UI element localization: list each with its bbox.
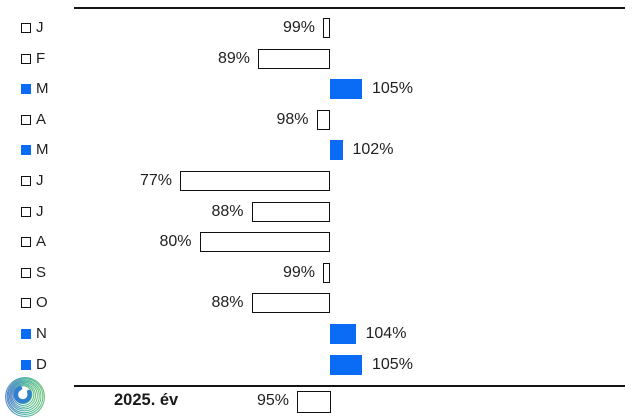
- month-marker-square: [21, 329, 31, 339]
- month-marker-square: [21, 23, 31, 33]
- value-bar: [251, 293, 330, 314]
- value-bar: [199, 232, 330, 253]
- value-label: 88%: [211, 294, 244, 312]
- month-marker-square: [21, 114, 31, 125]
- month-label: F: [36, 49, 46, 67]
- summary-bar: [297, 391, 331, 413]
- value-bar: [329, 79, 362, 100]
- value-label: 89%: [217, 49, 250, 67]
- value-bar: [329, 354, 362, 375]
- month-label: D: [36, 355, 47, 373]
- month-marker-square: [21, 237, 31, 248]
- month-marker-square: [21, 298, 31, 309]
- value-label: 105%: [372, 80, 413, 98]
- value-bar: [251, 201, 330, 222]
- value-label: 102%: [352, 141, 394, 159]
- month-label: M: [36, 80, 49, 98]
- value-label: 80%: [159, 233, 192, 251]
- value-label: 99%: [282, 19, 315, 36]
- value-label: 99%: [282, 263, 315, 281]
- month-marker-square: [21, 84, 31, 95]
- month-marker-square: [21, 206, 31, 217]
- spiral-wave-logo-icon: [5, 377, 45, 417]
- value-bar: [329, 140, 343, 161]
- month-marker-square: [21, 267, 31, 278]
- value-bar: [180, 171, 330, 191]
- value-bar: [329, 324, 356, 344]
- value-bar: [323, 18, 330, 38]
- bottom-axis-line: [74, 385, 625, 387]
- month-label: J: [36, 19, 44, 36]
- month-marker-square: [21, 359, 31, 370]
- value-label: 77%: [139, 172, 172, 189]
- month-label: A: [36, 110, 47, 128]
- month-label: J: [36, 202, 44, 220]
- month-label: M: [36, 141, 49, 159]
- month-label: S: [36, 263, 47, 281]
- month-label: N: [36, 325, 47, 342]
- value-label: 88%: [211, 202, 244, 220]
- month-label: J: [36, 172, 44, 189]
- value-bar: [323, 262, 330, 283]
- month-marker-square: [21, 176, 31, 186]
- month-label: A: [36, 233, 47, 251]
- summary-value-label: 95%: [256, 392, 289, 409]
- top-axis-line: [74, 7, 625, 9]
- value-label: 98%: [276, 110, 309, 128]
- month-marker-square: [21, 53, 31, 64]
- value-label: 104%: [365, 325, 407, 342]
- value-bar: [258, 48, 330, 69]
- month-label: O: [36, 294, 48, 312]
- value-bar: [316, 109, 330, 130]
- value-label: 105%: [372, 355, 413, 373]
- summary-row-label: 2025. év: [114, 391, 179, 409]
- month-marker-square: [21, 145, 31, 156]
